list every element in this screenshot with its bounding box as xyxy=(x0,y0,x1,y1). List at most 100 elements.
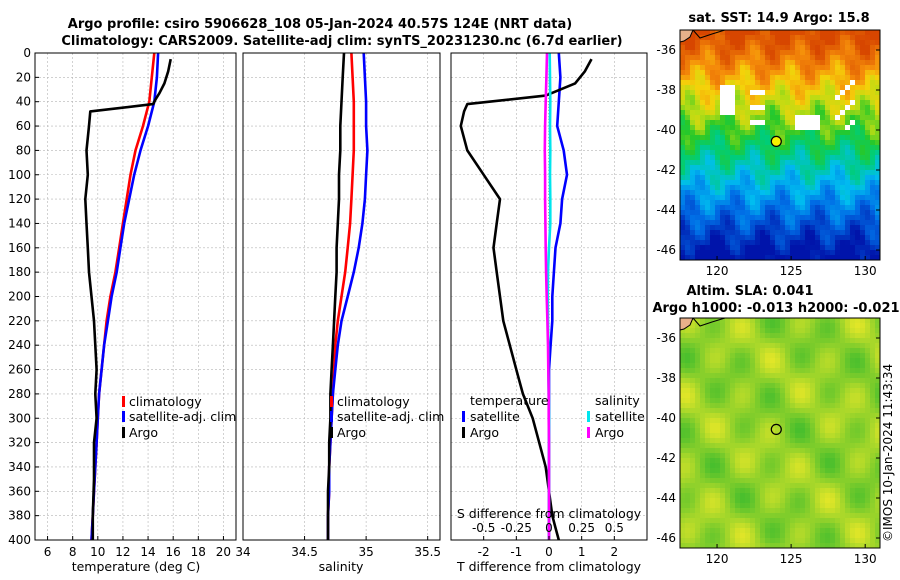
sst-cell xyxy=(775,250,781,256)
sla-cell xyxy=(705,428,711,434)
sst-cell xyxy=(825,55,831,61)
sst-cell xyxy=(795,205,801,211)
sst-cell xyxy=(795,120,801,126)
sst-cell xyxy=(755,190,761,196)
sst-cell xyxy=(855,230,861,236)
sla-cell xyxy=(800,318,806,324)
sst-cell xyxy=(845,140,851,146)
sst-cell xyxy=(875,30,880,36)
sst-cell xyxy=(755,115,761,121)
sla-cell xyxy=(730,423,736,429)
sla-cell xyxy=(845,348,851,354)
sla-cell xyxy=(685,433,691,439)
sst-cell xyxy=(760,110,766,116)
sst-cell xyxy=(835,35,841,41)
x-tick-label: 0 xyxy=(545,545,553,559)
sst-cell xyxy=(855,145,861,151)
sla-cell xyxy=(850,543,856,548)
sla-cell xyxy=(870,498,876,504)
sst-cell xyxy=(715,110,721,116)
sst-cell xyxy=(830,230,836,236)
sst-cell xyxy=(840,190,846,196)
sst-cell xyxy=(830,210,836,216)
sst-cell xyxy=(800,220,806,226)
sla-cell xyxy=(700,398,706,404)
sla-cell xyxy=(815,378,821,384)
sla-cell xyxy=(710,488,716,494)
sst-cell xyxy=(740,175,746,181)
sla-cell xyxy=(725,513,731,519)
sst-cell xyxy=(710,180,716,186)
sla-cell xyxy=(685,408,691,414)
sst-cell xyxy=(730,200,736,206)
sla-cell xyxy=(875,498,880,504)
sst-cell xyxy=(835,185,841,191)
sst-cell xyxy=(680,90,686,96)
sla-cell xyxy=(685,473,691,479)
sla-cell xyxy=(825,323,831,329)
sst-cell xyxy=(785,105,791,111)
sst-cell xyxy=(715,160,721,166)
sla-cell xyxy=(850,398,856,404)
sla-cell xyxy=(685,518,691,524)
sla-cell xyxy=(705,453,711,459)
sla-cell xyxy=(735,488,741,494)
sst-cell xyxy=(875,230,880,236)
sla-cell xyxy=(755,363,761,369)
sst-cell xyxy=(865,205,871,211)
sla-cell xyxy=(830,528,836,534)
sst-cell xyxy=(770,30,776,36)
sst-cell xyxy=(750,35,756,41)
sla-cell xyxy=(740,323,746,329)
sst-cell xyxy=(690,220,696,226)
sla-cell xyxy=(850,318,856,324)
sst-cell xyxy=(715,55,721,61)
y-tick-label: -46 xyxy=(656,243,676,257)
sst-cell xyxy=(850,175,856,181)
sst-cell xyxy=(845,220,851,226)
sla-cell xyxy=(785,403,791,409)
sla-cell xyxy=(700,488,706,494)
sst-cell xyxy=(715,155,721,161)
sla-cell xyxy=(715,378,721,384)
sst-cell xyxy=(710,55,716,61)
sst-cell xyxy=(795,125,801,131)
sst-cell xyxy=(805,155,811,161)
sla-cell xyxy=(725,328,731,334)
sst-cell xyxy=(740,30,746,36)
sst-cell xyxy=(830,60,836,66)
sla-cell xyxy=(740,508,746,514)
sla-cell xyxy=(820,383,826,389)
sla-cell xyxy=(795,403,801,409)
sst-cell xyxy=(785,195,791,201)
sst-cell xyxy=(805,195,811,201)
sst-cell xyxy=(805,130,811,136)
sla-cell xyxy=(860,483,866,489)
sla-cell xyxy=(815,478,821,484)
sst-cell xyxy=(810,195,816,201)
sla-cell xyxy=(710,503,716,509)
sst-cell xyxy=(825,250,831,256)
sst-cell xyxy=(735,65,741,71)
sst-cell xyxy=(765,80,771,86)
sla-cell xyxy=(850,333,856,339)
sla-cell xyxy=(860,413,866,419)
sst-cell xyxy=(710,30,716,36)
sst-cell xyxy=(735,45,741,51)
sst-cell xyxy=(835,245,841,251)
sst-cell xyxy=(730,105,736,111)
sst-cell xyxy=(695,80,701,86)
sla-cell xyxy=(735,503,741,509)
sla-cell xyxy=(840,393,846,399)
sla-cell xyxy=(785,423,791,429)
sst-cell xyxy=(770,145,776,151)
sst-cell xyxy=(695,35,701,41)
sst-cell xyxy=(825,185,831,191)
sla-cell xyxy=(735,443,741,449)
sst-cell xyxy=(835,50,841,56)
sla-cell xyxy=(765,468,771,474)
sla-cell xyxy=(765,508,771,514)
sla-cell xyxy=(795,518,801,524)
y-tick-label: 200 xyxy=(8,290,31,304)
sst-cell xyxy=(830,220,836,226)
